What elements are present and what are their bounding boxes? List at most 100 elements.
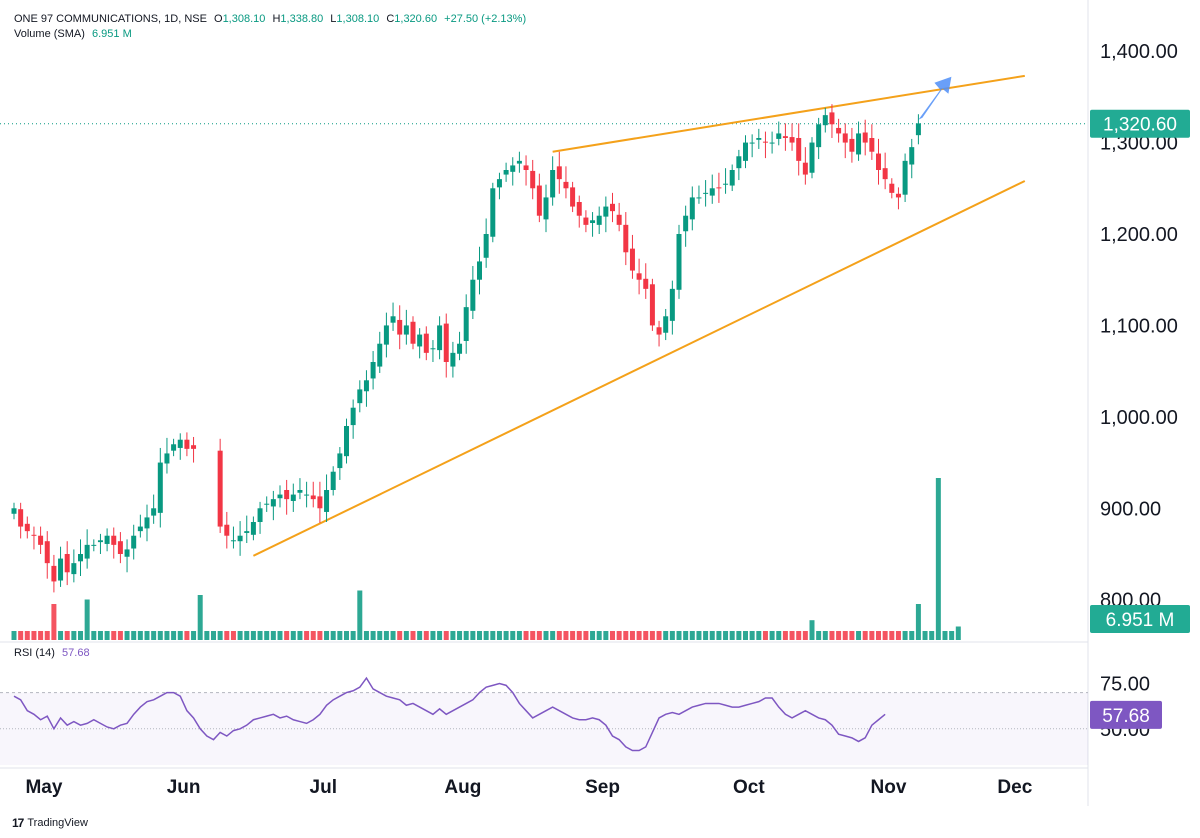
- tradingview-footer: 17 TradingView: [12, 816, 88, 830]
- volume-bar: [423, 631, 429, 640]
- volume-bar: [915, 604, 921, 640]
- volume-bar: [503, 631, 509, 640]
- rsi-badge: [1090, 700, 1162, 729]
- price-tick-label: 1,100.00: [1100, 315, 1178, 337]
- volume-bar: [862, 631, 868, 640]
- volume-bar: [297, 631, 303, 640]
- volume-bar: [470, 631, 476, 640]
- price-axis: 1,400.00 1,300.00 1,200.00 1,100.00 1,000.00…: [1100, 41, 1178, 741]
- volume-bar: [776, 631, 782, 640]
- volume-bar: [789, 631, 795, 640]
- volume-bar: [909, 631, 915, 640]
- candle-body: [909, 147, 915, 165]
- volume-bar: [576, 631, 582, 640]
- candle-body: [310, 495, 316, 500]
- time-label: May: [25, 777, 62, 798]
- candle-body: [137, 526, 143, 532]
- volume-bar: [523, 631, 529, 640]
- candle-body: [191, 445, 197, 449]
- candle-body: [443, 323, 449, 362]
- candle-body: [762, 141, 768, 143]
- time-label: Sep: [585, 777, 620, 798]
- close-label: C: [386, 13, 395, 25]
- volume-bar: [197, 595, 203, 640]
- volume-bar: [204, 631, 210, 640]
- candle-body: [669, 288, 675, 321]
- candle-body: [756, 138, 762, 140]
- rsi-value: 57.68: [62, 647, 90, 659]
- candle-body: [383, 325, 389, 345]
- candle-body: [217, 450, 223, 527]
- volume-bar: [290, 631, 296, 640]
- candle-body: [24, 523, 30, 532]
- volume-bar: [350, 631, 356, 640]
- volume-bar: [483, 631, 489, 640]
- candle-body: [131, 535, 137, 549]
- high-label: H: [272, 13, 281, 25]
- volume-bar: [530, 631, 536, 640]
- candle-body: [583, 217, 589, 225]
- volume-bar: [623, 631, 629, 640]
- candle-body: [603, 206, 609, 217]
- candle-body: [330, 471, 336, 490]
- volume-bar: [902, 631, 908, 640]
- volume-bar: [111, 631, 117, 640]
- rsi-pane: [0, 676, 1088, 765]
- rsi-line: [13, 676, 886, 752]
- volume-bar: [264, 631, 270, 640]
- volume-bar: [377, 631, 383, 640]
- candle-body: [550, 170, 556, 198]
- rsi-tick-label: 75.00: [1100, 674, 1150, 696]
- high-value: 1,338.80: [280, 13, 324, 25]
- candle-body: [736, 156, 742, 169]
- volume-bar: [636, 631, 642, 640]
- candle-body: [796, 138, 802, 161]
- candle-body: [643, 278, 649, 289]
- candle-body: [397, 319, 403, 335]
- last-price-badge-label: 1,320.60: [1103, 115, 1177, 136]
- candle-body: [357, 389, 363, 404]
- volume-bar: [131, 631, 137, 640]
- volume-bar: [184, 631, 190, 640]
- candle-body: [809, 142, 815, 173]
- candle-body: [882, 168, 888, 180]
- candle-body: [410, 321, 416, 344]
- candle-body: [490, 188, 496, 237]
- volume-bar: [304, 631, 310, 640]
- volume-bar: [443, 631, 449, 640]
- volume-bar: [71, 631, 77, 640]
- volume-bar: [157, 631, 163, 640]
- volume-bar: [97, 631, 103, 640]
- candle-body: [124, 549, 130, 557]
- candle-body: [290, 494, 296, 501]
- volume-bar: [330, 631, 336, 640]
- volume-bar: [689, 631, 695, 640]
- volume-bar: [164, 631, 170, 640]
- volume-bar: [457, 631, 463, 640]
- candle-body: [344, 426, 349, 457]
- volume-bar: [756, 631, 762, 640]
- candle-body: [649, 284, 655, 326]
- volume-bar: [284, 631, 290, 640]
- candle-body: [104, 535, 110, 544]
- candle-body: [437, 325, 443, 351]
- volume-bar: [949, 631, 955, 640]
- candle-body: [915, 123, 921, 136]
- volume-bar: [310, 631, 316, 640]
- candle-body: [230, 540, 236, 542]
- volume-header: Volume (SMA) 6.951 M: [14, 28, 132, 40]
- candle-body: [676, 234, 682, 290]
- volume-bar: [683, 631, 689, 640]
- volume-bar: [324, 631, 330, 640]
- volume-bar: [869, 631, 875, 640]
- candle-body: [317, 496, 323, 509]
- candle-body: [530, 170, 536, 189]
- volume-bar: [550, 631, 556, 640]
- volume-bar: [929, 631, 935, 640]
- volume-bar: [51, 604, 57, 640]
- candle-body: [842, 133, 848, 143]
- candle-body: [769, 142, 775, 144]
- candle-body: [324, 490, 330, 512]
- candle-body: [463, 307, 469, 341]
